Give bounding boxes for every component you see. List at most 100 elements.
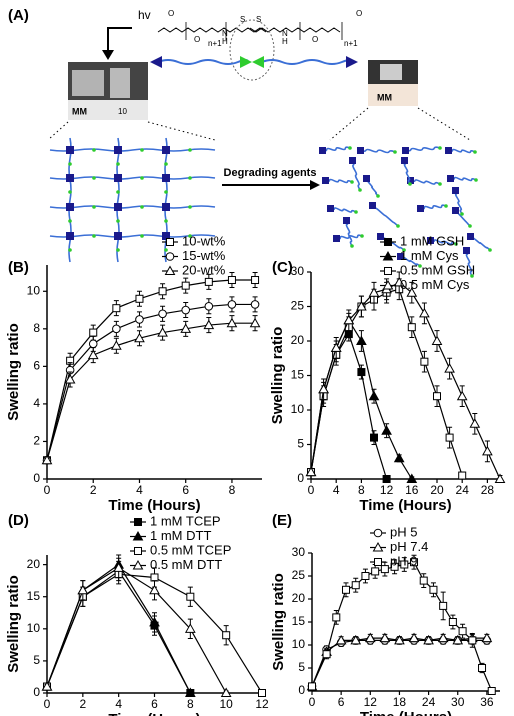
marker bbox=[381, 425, 392, 435]
node bbox=[363, 175, 370, 182]
marker bbox=[181, 281, 190, 290]
strand bbox=[49, 148, 216, 152]
marker bbox=[64, 373, 76, 384]
fragment bbox=[449, 176, 477, 182]
marker bbox=[445, 433, 454, 442]
disulfide bbox=[240, 56, 264, 68]
marker bbox=[394, 634, 405, 645]
y-tick-label: 30 bbox=[292, 545, 306, 559]
marker bbox=[157, 327, 168, 337]
marker bbox=[468, 636, 477, 645]
reagent-label: Degrading agents bbox=[224, 167, 317, 179]
cleavable bbox=[188, 234, 192, 238]
legend-marker bbox=[382, 279, 394, 290]
cleavable bbox=[444, 204, 448, 208]
y-tick-label: 0 bbox=[33, 471, 40, 485]
y-tick-label: 5 bbox=[33, 653, 40, 667]
atom: H bbox=[222, 37, 228, 46]
y-axis-label: Swelling ratio bbox=[5, 575, 22, 673]
ruler-label: 10 bbox=[118, 107, 127, 116]
x-tick-label: 4 bbox=[333, 483, 340, 497]
marker bbox=[180, 323, 192, 333]
legend-label: 15-wt% bbox=[182, 248, 226, 263]
y-tick-label: 10 bbox=[27, 283, 41, 297]
x-tick-label: 10 bbox=[219, 697, 233, 711]
y-tick-label: 6 bbox=[33, 359, 40, 373]
marker bbox=[204, 277, 213, 286]
marker bbox=[181, 305, 191, 315]
cleavable bbox=[393, 150, 397, 154]
marker bbox=[393, 276, 405, 287]
y-tick-label: 0 bbox=[297, 471, 304, 485]
x-axis-label: Time (Hours) bbox=[360, 709, 452, 716]
x-tick-label: 36 bbox=[480, 695, 494, 709]
panel-label: (C) bbox=[272, 259, 293, 276]
marker bbox=[469, 418, 481, 428]
marker bbox=[393, 452, 405, 463]
x-tick-label: 6 bbox=[182, 483, 189, 497]
legend-label: 20-wt% bbox=[182, 262, 226, 277]
x-tick-label: 0 bbox=[44, 697, 51, 711]
marker bbox=[356, 300, 367, 311]
structure bbox=[157, 27, 341, 33]
legend-label: 1 mM TCEP bbox=[150, 513, 221, 528]
x-tick-label: 12 bbox=[380, 483, 394, 497]
cleavable bbox=[188, 148, 192, 152]
marker bbox=[322, 650, 331, 659]
networks bbox=[49, 137, 492, 278]
reagent-arrowhead bbox=[310, 180, 320, 190]
node bbox=[66, 146, 74, 154]
marker bbox=[361, 572, 370, 580]
panel-label: (D) bbox=[8, 512, 29, 529]
marker bbox=[368, 390, 380, 401]
y-tick-label: 20 bbox=[291, 333, 305, 347]
marker bbox=[150, 573, 159, 582]
atom: H bbox=[282, 37, 288, 46]
repeat-index: n+1 bbox=[208, 39, 222, 48]
strand bbox=[49, 176, 216, 180]
cleavable bbox=[348, 146, 352, 150]
legend-marker bbox=[374, 558, 382, 566]
y-axis-label: Swelling ratio bbox=[5, 323, 22, 421]
node bbox=[397, 253, 404, 260]
y-axis-label: Swelling ratio bbox=[269, 327, 286, 425]
legend-marker bbox=[166, 238, 174, 246]
atom: S bbox=[256, 15, 261, 24]
legend-label: 0.5 mM DTT bbox=[150, 557, 222, 572]
marker bbox=[251, 276, 260, 285]
marker bbox=[41, 681, 53, 691]
marker bbox=[335, 634, 347, 645]
x-tick-label: 0 bbox=[44, 483, 51, 497]
ruler-label: MM bbox=[72, 106, 87, 116]
node bbox=[162, 203, 170, 211]
x-tick-label: 30 bbox=[451, 695, 465, 709]
fragment bbox=[465, 249, 473, 277]
marker bbox=[135, 315, 144, 324]
marker bbox=[410, 558, 419, 567]
ruler-label: MM bbox=[377, 92, 392, 102]
cleavable bbox=[140, 176, 144, 180]
cleavable bbox=[454, 242, 458, 246]
node bbox=[114, 232, 122, 240]
marker bbox=[305, 466, 317, 477]
cleavable bbox=[68, 190, 72, 194]
series-line bbox=[310, 281, 501, 480]
marker bbox=[458, 627, 467, 636]
repeat-index: n+1 bbox=[344, 39, 358, 48]
series-line bbox=[46, 303, 256, 461]
x-tick-label: 8 bbox=[229, 483, 236, 497]
fragment bbox=[321, 146, 351, 152]
x-axis-label: Time (Hours) bbox=[108, 711, 200, 716]
cleavable bbox=[68, 219, 72, 223]
legend-marker bbox=[134, 547, 142, 555]
marker bbox=[456, 390, 468, 401]
marker bbox=[368, 287, 380, 297]
legend-marker bbox=[384, 267, 392, 275]
node bbox=[162, 146, 170, 154]
cleavable bbox=[188, 205, 192, 209]
x-tick-label: 18 bbox=[393, 695, 407, 709]
marker bbox=[448, 618, 457, 626]
marker bbox=[444, 363, 455, 373]
panel-label: (A) bbox=[8, 7, 29, 24]
